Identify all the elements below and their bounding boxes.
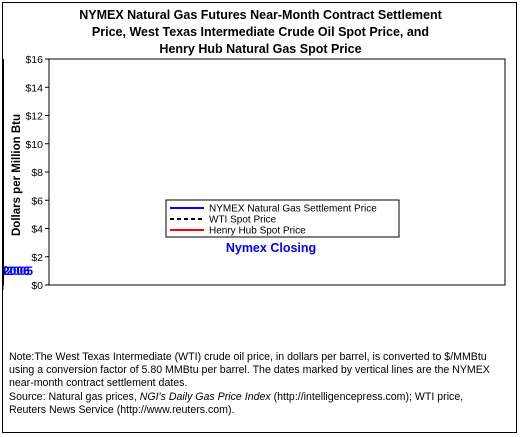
note-line-3: near-month contract settlement dates. [9, 377, 188, 390]
y-tick-label: $0 [31, 280, 43, 292]
y-tick-label: $16 [25, 54, 43, 66]
title-line-2: Price, West Texas Intermediate Crude Oil… [91, 25, 430, 39]
title-line-1: NYMEX Natural Gas Futures Near-Month Con… [79, 8, 442, 22]
legend-label: WTI Spot Price [209, 215, 277, 226]
chart-svg: $0$2$4$6$8$10$12$14$1611/29/200512/6/200… [3, 3, 506, 295]
y-tick-label: $14 [25, 82, 43, 94]
axes-layer: $0$2$4$6$8$10$12$14$1611/29/200512/6/200… [3, 54, 506, 295]
source-suffix: (http://intelligencepress.com); WTI pric… [270, 390, 464, 403]
title-line-3: Henry Hub Natural Gas Spot Price [159, 42, 362, 56]
legend-label: NYMEX Natural Gas Settlement Price [209, 204, 377, 215]
chart-title: NYMEX Natural Gas Futures Near-Month Con… [3, 7, 518, 58]
y-tick-label: $2 [31, 252, 43, 264]
y-tick-label: $8 [31, 167, 43, 179]
source-line: Source: Natural gas prices, NGI's Daily … [9, 391, 515, 404]
plot-area [48, 58, 506, 286]
y-tick-label: $12 [25, 111, 43, 123]
y-tick-label: $6 [31, 195, 43, 207]
note-line-1: Note:The West Texas Intermediate (WTI) c… [9, 351, 487, 363]
y-tick-label: $10 [25, 139, 43, 151]
nymex-closing-annotation: Nymex Closing [226, 241, 316, 255]
note-block: Note:The West Texas Intermediate (WTI) c… [9, 351, 515, 417]
chart-frame: NYMEX Natural Gas Futures Near-Month Con… [2, 2, 517, 433]
settlement-date-label: 12/28/2005 [3, 264, 33, 278]
source-prefix: Source: Natural gas prices, [9, 390, 140, 403]
legend-label: Henry Hub Spot Price [209, 226, 306, 237]
settlement-date-label: 1/27/2006 [3, 264, 30, 278]
legend-box [165, 199, 400, 238]
note-line-2: using a conversion factor of 5.80 MMBtu … [9, 364, 490, 377]
y-axis-label: Dollars per Million Btu [11, 114, 23, 236]
settlement-date-label: 2/24/2006 [3, 264, 30, 278]
note-line-5: Reuters News Service (http://www.reuters… [9, 403, 235, 416]
y-tick-label: $4 [31, 224, 43, 236]
source-italic: NGI's Daily Gas Price Index [139, 390, 271, 403]
